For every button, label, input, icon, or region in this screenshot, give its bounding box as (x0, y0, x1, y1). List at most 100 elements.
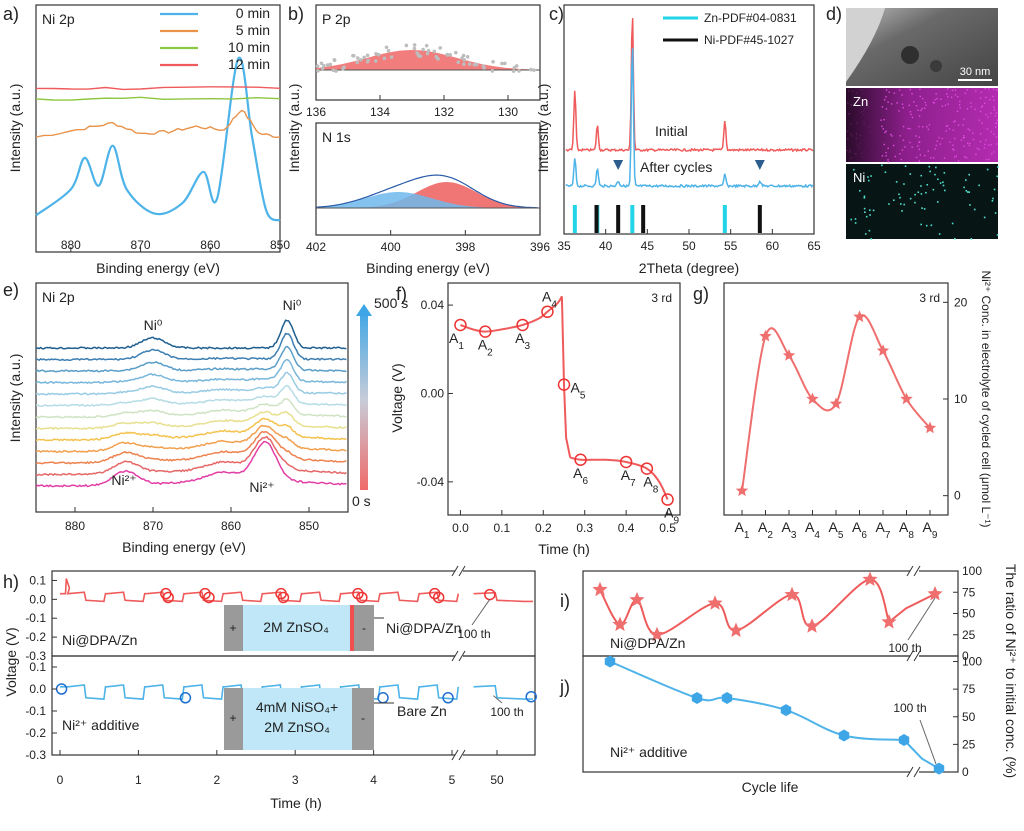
zn-map-pixel (996, 119, 999, 122)
p2p-data-point (366, 58, 370, 63)
p2p-data-point (334, 69, 338, 73)
ni-map-pixel (900, 203, 902, 205)
p2p-data-point (315, 64, 320, 68)
i-ytick-label-75: 75 (962, 585, 976, 599)
ni-map-pixel (903, 203, 905, 206)
i-cycle-pointer (907, 597, 936, 641)
zn-map-pixel (885, 96, 887, 98)
zn-map-pixel (881, 106, 884, 108)
zn-map-pixel (955, 155, 958, 157)
xrd-tick-label-45: 45 (641, 239, 655, 253)
axis-break-mask-2 (455, 750, 463, 760)
xps-series-8 (35, 417, 347, 442)
zn-map-pixel (963, 136, 965, 139)
top-cycle-pointer (471, 599, 491, 626)
ratio-curve-ni-dpa (599, 578, 890, 636)
zn-map-pixel (885, 108, 888, 110)
n1s-tick-label-402: 402 (306, 240, 326, 254)
zn-map-pixel (881, 125, 883, 128)
h-bottom-ytick-label--0.1: -0.1 (25, 704, 46, 718)
zn-map-pixel (855, 137, 858, 139)
f-xtick-label-0.2: 0.2 (535, 521, 552, 535)
zn-map-label: Zn (853, 94, 868, 109)
ni-map-pixel (991, 200, 994, 202)
scale-bar-label: 30 nm (960, 66, 991, 78)
zn-map-pixel (945, 130, 947, 132)
xrd-series-0 (565, 18, 814, 153)
panel-j-frame (582, 655, 959, 773)
zn-map-pixel (885, 130, 887, 132)
ratio-star-8 (862, 571, 878, 586)
voltage-curve-charge (460, 295, 563, 333)
ni-map-pixel (968, 173, 971, 176)
p2p-data-point (328, 62, 333, 67)
ref-zn-bar-0 (572, 205, 577, 233)
ni-map-pixel (994, 212, 997, 214)
zn-map-pixel (850, 157, 853, 159)
zn-map-pixel (854, 153, 857, 155)
zn-map-pixel (966, 142, 969, 144)
ni-map-pixel (865, 215, 868, 218)
zn-map-pixel (943, 157, 946, 159)
zn-map-pixel (960, 139, 963, 141)
p2p-data-point (426, 48, 431, 53)
panel-b-top-frame (315, 4, 541, 101)
p2p-data-point (448, 53, 453, 57)
zn-map-pixel (957, 124, 960, 126)
h-top-ytick-label-0.1: 0.1 (29, 573, 46, 587)
panel-h-bottom-cycle-label: 100 th (490, 705, 523, 719)
zn-map-pixel (869, 125, 871, 128)
zn-map-pixel (875, 108, 877, 110)
xps-series-5 (35, 384, 347, 407)
ni-map-pixel (854, 218, 857, 220)
f-xtick-label-0: 0.0 (452, 521, 469, 535)
panel-label-h: h) (3, 572, 19, 592)
zn-map-pixel (887, 147, 889, 149)
ni-map-pixel (863, 195, 866, 198)
ni-map-pixel (899, 196, 901, 199)
p2p-data-point (319, 61, 324, 66)
zn-map-pixel (957, 160, 960, 162)
top-cell-electrolyte: 2M ZnSO₄ (263, 619, 329, 635)
point-marker-A9 (661, 493, 674, 506)
ni-map-pixel (901, 210, 903, 212)
ni-map-pixel (942, 184, 945, 187)
panel-d-tem-image: 30 nm (846, 8, 998, 86)
point-marker-A3 (516, 318, 529, 332)
zn-map-pixel (858, 147, 861, 149)
zn-map-pixel (918, 148, 921, 151)
zn-map-pixel (882, 128, 884, 130)
ni-map-pixel (996, 175, 999, 178)
zn-map-pixel (863, 113, 865, 116)
panel-label-i: i) (560, 591, 570, 611)
zn-map-pixel (867, 143, 869, 146)
p2p-data-point (517, 69, 521, 73)
zn-map-pixel (974, 108, 976, 111)
panel-b-top-title: P 2p (322, 11, 351, 27)
e-tick-label-860: 860 (221, 519, 241, 533)
zn-map-pixel (891, 135, 893, 137)
panel-b-bottom-frame (315, 122, 541, 236)
zn-map-pixel (857, 96, 859, 98)
ni-map-pixel (854, 222, 857, 224)
f-xtick-label-0.4: 0.4 (618, 521, 635, 535)
zn-map-pixel (888, 91, 890, 93)
bottom-circle-marker-6 (442, 692, 454, 704)
ni-map-pixel (923, 208, 926, 210)
h-top-ytick-label--0.1: -0.1 (25, 611, 46, 625)
g-ytick-label-20: 20 (954, 295, 968, 309)
point-label-A5: A5 (571, 380, 586, 402)
zn-map-pixel (911, 116, 914, 119)
p2p-data-point (491, 59, 495, 64)
p2p-data-point (503, 61, 507, 66)
i-ytick-label-50: 50 (962, 607, 976, 621)
panel-e-title: Ni 2p (42, 289, 75, 305)
point-label-A7: A7 (621, 467, 636, 489)
zn-map-pixel (925, 104, 927, 106)
zn-map-pixel (902, 139, 905, 141)
zn-map-pixel (963, 135, 965, 137)
panel-a-ylabel: Intensity (a.u.) (7, 84, 23, 173)
zn-map-pixel (915, 105, 918, 107)
p2p-data-point (456, 60, 461, 65)
zn-map-pixel (990, 112, 992, 114)
